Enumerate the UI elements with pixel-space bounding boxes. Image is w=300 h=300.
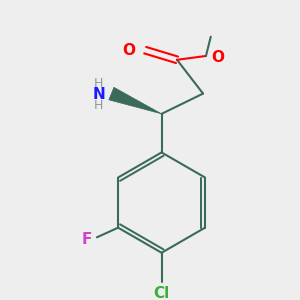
Text: O: O — [122, 43, 136, 58]
Text: N: N — [92, 87, 105, 102]
Text: Cl: Cl — [154, 286, 170, 300]
Text: F: F — [82, 232, 92, 247]
Text: H: H — [94, 99, 104, 112]
Text: O: O — [211, 50, 224, 65]
Polygon shape — [109, 87, 162, 114]
Text: H: H — [94, 77, 104, 90]
